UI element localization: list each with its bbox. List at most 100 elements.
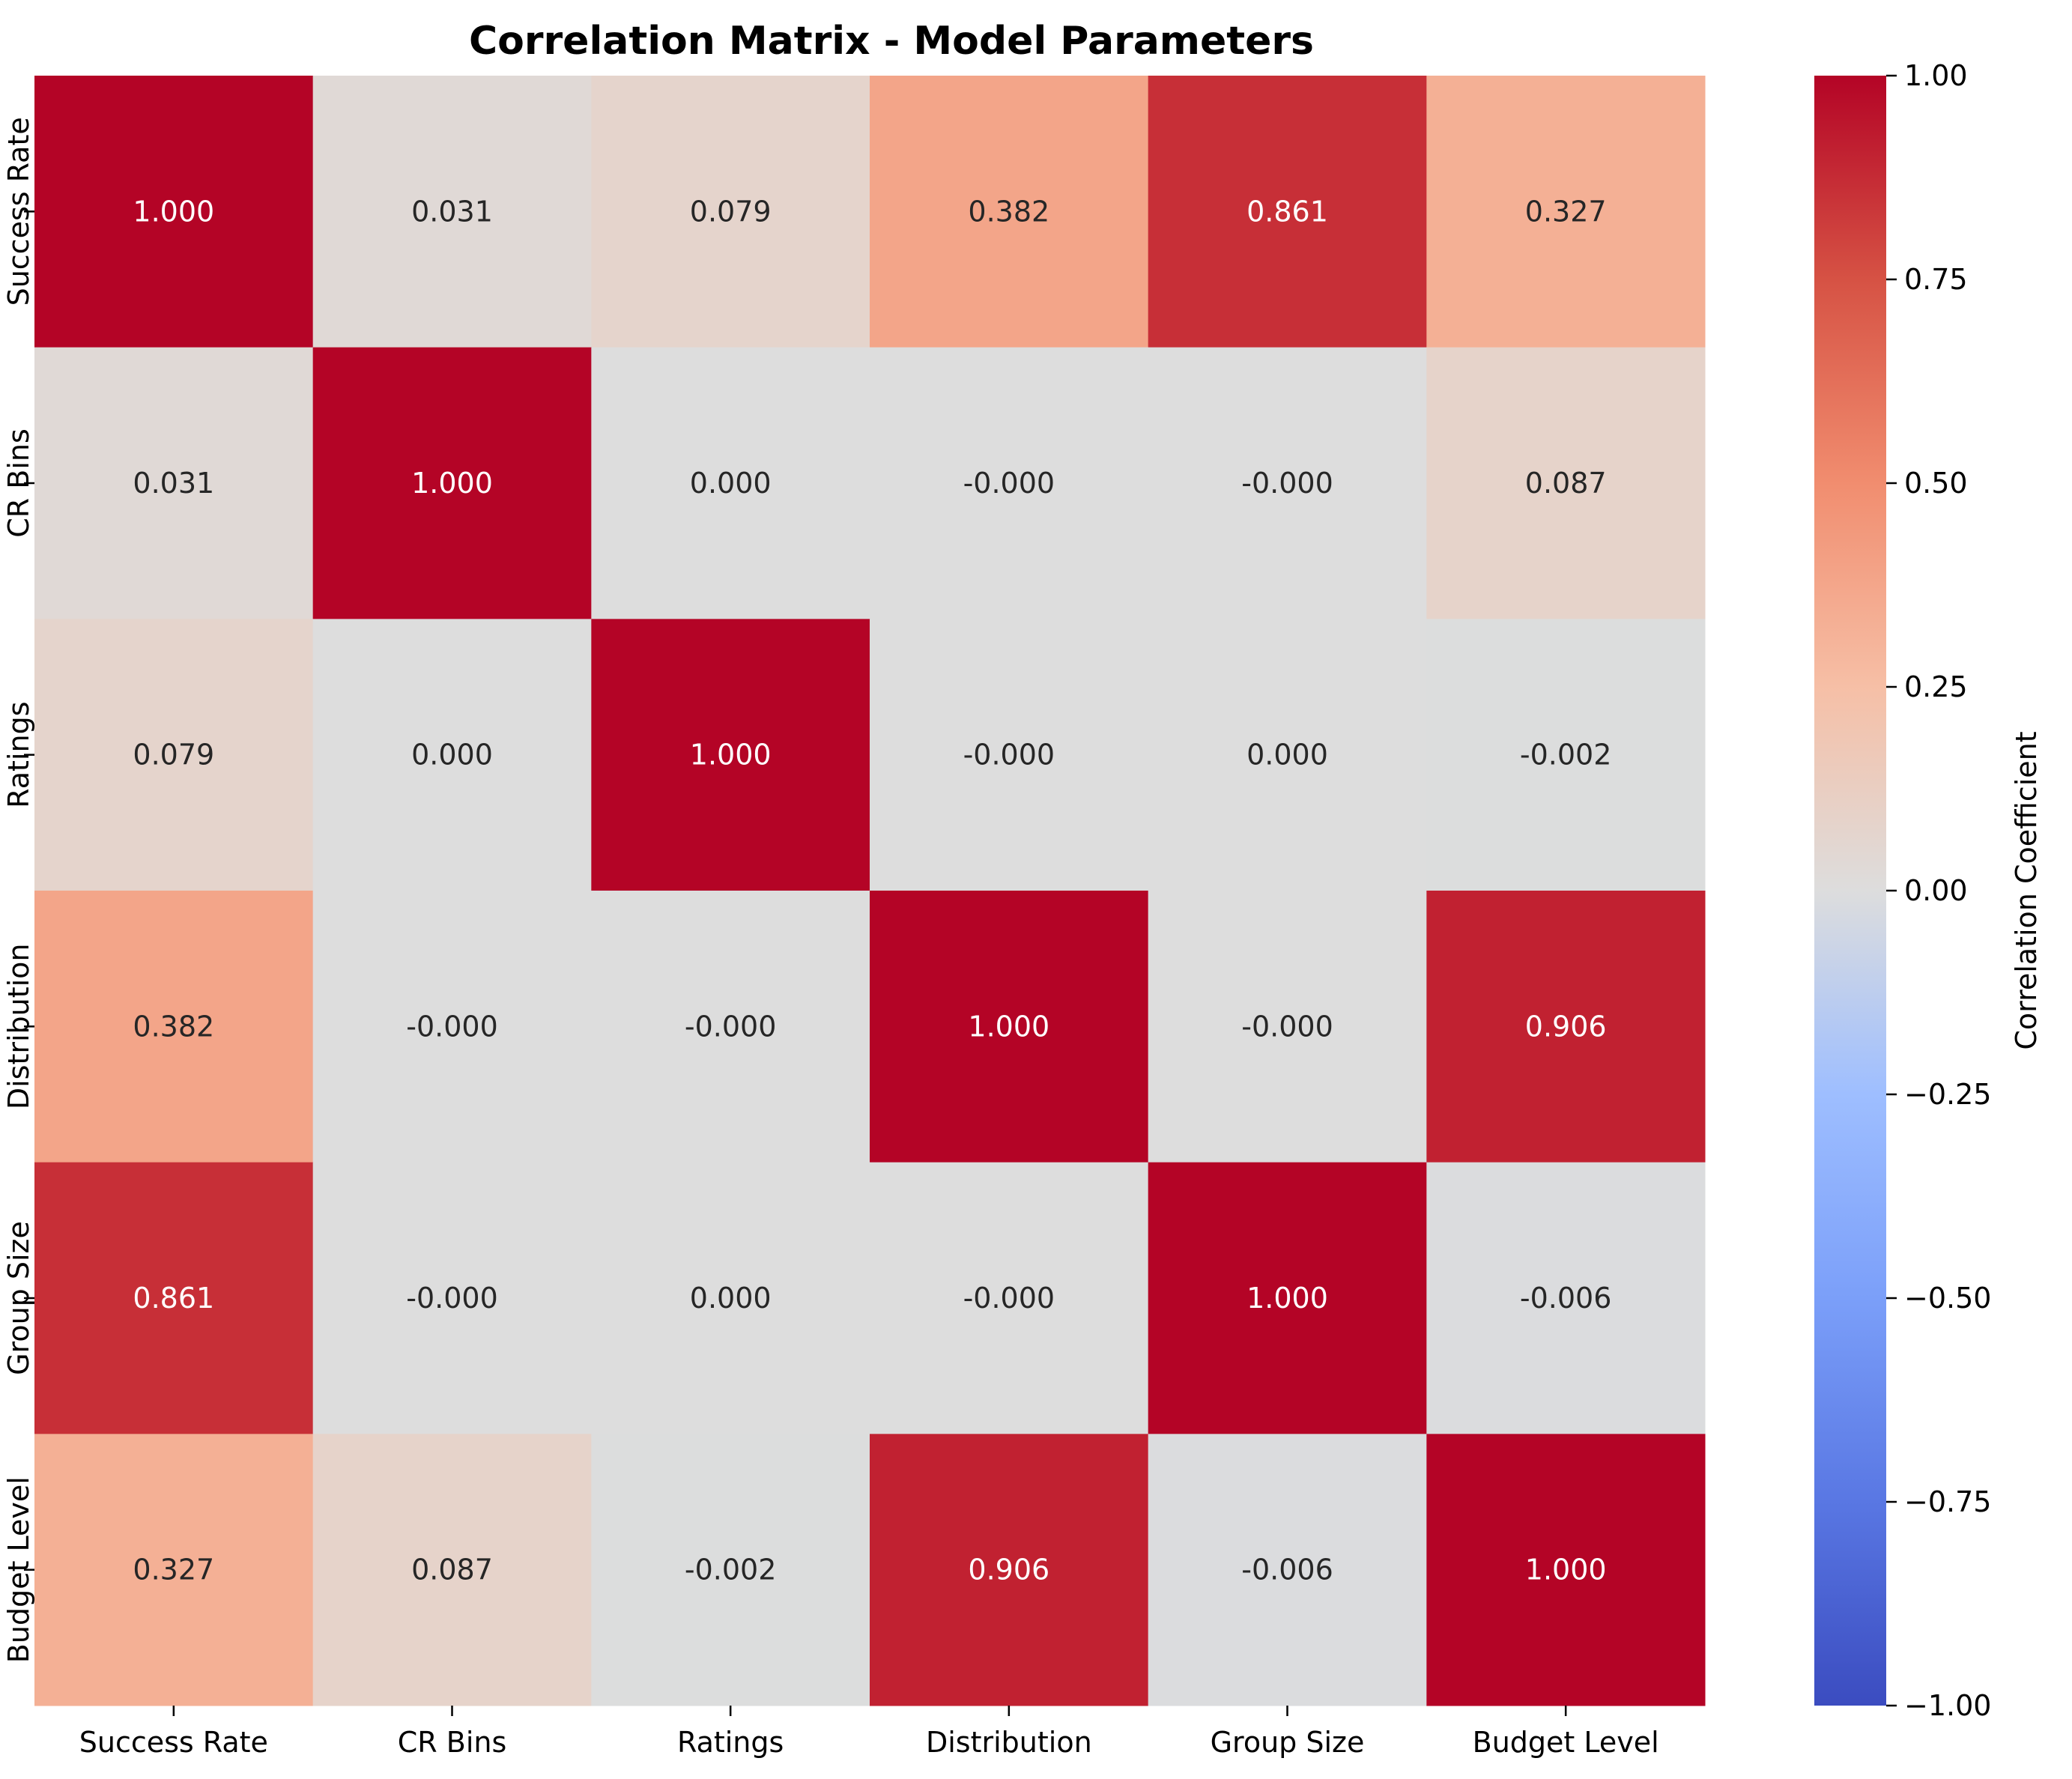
heatmap-cell	[591, 76, 870, 348]
heatmap-cell	[870, 619, 1149, 891]
cell-value-label: 0.906	[968, 1554, 1049, 1586]
heatmap-cell	[312, 619, 592, 891]
cell-value-label: -0.000	[406, 1282, 498, 1315]
y-tick-label: Ratings	[2, 702, 35, 808]
heatmap-cell	[1148, 619, 1427, 891]
heatmap-cell	[1148, 1162, 1427, 1434]
chart-title: Correlation Matrix - Model Parameters	[469, 19, 1314, 64]
y-tick-label: Budget Level	[2, 1476, 35, 1663]
cell-value-label: 0.382	[968, 195, 1049, 228]
heatmap-cell	[591, 891, 870, 1163]
colorbar-tick-label: −0.25	[1904, 1078, 1991, 1111]
cell-value-label: -0.002	[685, 1554, 777, 1586]
cell-value-label: -0.000	[685, 1010, 777, 1043]
cell-value-label: 0.906	[1525, 1010, 1607, 1043]
heatmap-cell	[591, 619, 870, 891]
heatmap-cell	[870, 347, 1149, 619]
heatmap-cell	[1426, 1434, 1706, 1706]
cell-value-label: 0.031	[411, 195, 493, 228]
x-tick-label: Distribution	[926, 1726, 1092, 1759]
cell-value-label: 1.000	[1525, 1554, 1607, 1586]
colorbar-tick-label: −0.75	[1904, 1485, 1991, 1518]
heatmap-cell	[34, 891, 314, 1163]
heatmap-cell	[1148, 76, 1427, 348]
colorbar-tick-label: −0.50	[1904, 1282, 1991, 1315]
colorbar-tick-label: −1.00	[1904, 1689, 1991, 1722]
cell-value-label: 0.087	[1525, 467, 1607, 500]
x-tick-label: Group Size	[1211, 1726, 1365, 1759]
y-axis: Success Rate CR Bins Ratings Distribution Gr…	[2, 117, 35, 1663]
colorbar-tick-label: 1.00	[1904, 59, 1968, 92]
cell-value-label: 0.327	[133, 1554, 214, 1586]
y-tick-label: Success Rate	[2, 117, 35, 306]
colorbar-ticks: 1.00 0.75 0.50 0.25 0.00 −0.25 −0.50 −0.75 −1.00	[1886, 59, 1991, 1722]
heatmap-cell	[591, 1434, 870, 1706]
cell-value-label: 1.000	[1246, 1282, 1328, 1315]
x-tick-label: Success Rate	[79, 1726, 268, 1759]
cell-value-label: -0.000	[963, 739, 1055, 772]
heatmap-cell	[1148, 1434, 1427, 1706]
heatmap-cell	[312, 76, 592, 348]
heatmap-cell	[1426, 619, 1706, 891]
cell-value-label: 1.000	[133, 195, 214, 228]
x-tick-label: CR Bins	[398, 1726, 507, 1759]
colorbar-gradient	[1814, 76, 1886, 1706]
cell-value-label: 0.382	[133, 1010, 214, 1043]
cell-value-label: 0.861	[1246, 195, 1328, 228]
y-tick-label: Distribution	[2, 943, 35, 1109]
cell-value-label: 1.000	[968, 1010, 1049, 1043]
colorbar-tick-label: 0.75	[1904, 263, 1968, 296]
heatmap-cell	[1148, 891, 1427, 1163]
cell-value-label: -0.006	[1520, 1282, 1612, 1315]
heatmap-cell	[870, 891, 1149, 1163]
heatmap-cell	[870, 1162, 1149, 1434]
heatmap-cell	[1426, 891, 1706, 1163]
x-axis: Success Rate CR Bins Ratings Distribution Gr…	[79, 1706, 1659, 1759]
cell-value-label: 0.000	[690, 1282, 772, 1315]
cell-value-label: -0.006	[1241, 1554, 1333, 1586]
heatmap-cell	[1148, 347, 1427, 619]
colorbar-tick-label: 0.00	[1904, 874, 1968, 907]
x-tick-label: Ratings	[677, 1726, 784, 1759]
heatmap-cell	[312, 891, 592, 1163]
heatmap-cell	[312, 1434, 592, 1706]
colorbar-tick-label: 0.50	[1904, 467, 1968, 500]
cell-value-label: 0.031	[133, 467, 214, 500]
cell-value-label: 0.327	[1525, 195, 1607, 228]
heatmap-cell	[312, 347, 592, 619]
cell-value-label: 0.000	[411, 739, 493, 772]
x-tick-label: Budget Level	[1473, 1726, 1659, 1759]
heatmap-cell	[34, 1434, 314, 1706]
heatmap-grid	[34, 76, 1706, 1706]
cell-value-label: 0.000	[690, 467, 772, 500]
heatmap-cell	[1426, 347, 1706, 619]
heatmap-cell	[591, 347, 870, 619]
cell-value-label: 0.079	[690, 195, 772, 228]
cell-value-label: -0.000	[963, 467, 1055, 500]
heatmap-cell	[34, 76, 314, 348]
heatmap-cell	[870, 1434, 1149, 1706]
heatmap-cell	[312, 1162, 592, 1434]
cell-value-label: 0.861	[133, 1282, 214, 1315]
heatmap-cell	[34, 1162, 314, 1434]
cell-value-label: 1.000	[690, 739, 772, 772]
cell-value-label: -0.000	[1241, 467, 1333, 500]
heatmap-cell	[591, 1162, 870, 1434]
heatmap-cell	[1426, 1162, 1706, 1434]
cell-value-label: 0.079	[133, 739, 214, 772]
colorbar: 1.00 0.75 0.50 0.25 0.00 −0.25 −0.50 −0.75 −1.00…	[1814, 59, 2043, 1722]
heatmap-cell	[34, 347, 314, 619]
heatmap-cell	[1426, 76, 1706, 348]
colorbar-label: Correlation Coefficient	[2010, 731, 2043, 1049]
cell-value-label: 0.087	[411, 1554, 493, 1586]
cell-value-label: -0.000	[963, 1282, 1055, 1315]
heatmap-cell	[34, 619, 314, 891]
colorbar-tick-label: 0.25	[1904, 670, 1968, 703]
y-tick-label: Group Size	[2, 1221, 35, 1375]
cell-value-label: 0.000	[1246, 739, 1328, 772]
cell-value-label: -0.000	[406, 1010, 498, 1043]
cell-value-label: -0.000	[1241, 1010, 1333, 1043]
heatmap-cell	[870, 76, 1149, 348]
